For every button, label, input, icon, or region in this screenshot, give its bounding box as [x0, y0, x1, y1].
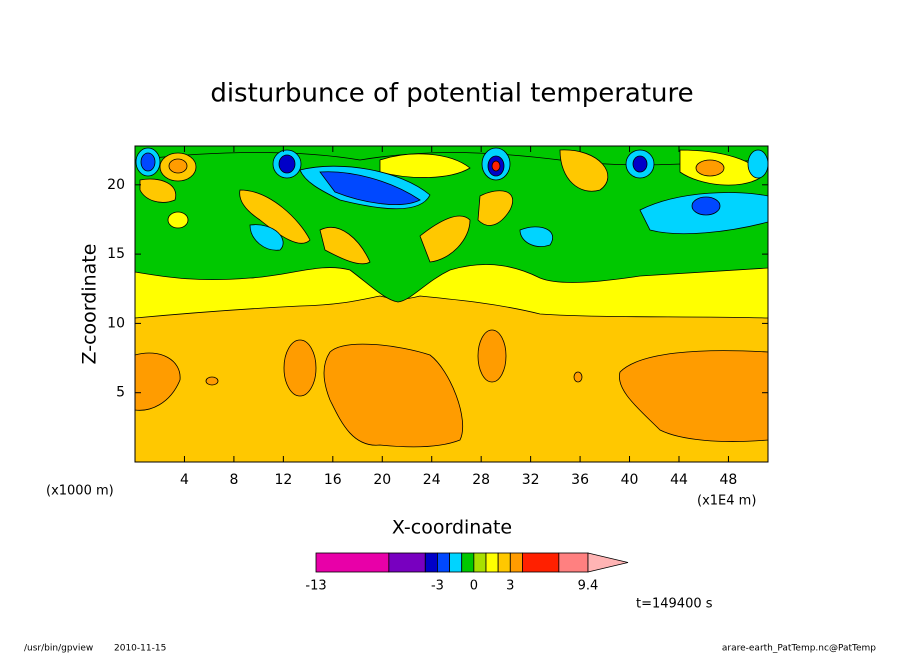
x-tick-label: 16	[324, 472, 342, 488]
chart-title: disturbunce of potential temperature	[210, 79, 693, 109]
footer-program: /usr/bin/gpview	[24, 644, 93, 654]
y-axis-label: Z-coordinate	[79, 244, 101, 365]
colorbar-segment	[315, 552, 390, 573]
y-tick-label: 10	[107, 315, 125, 331]
x-tick-label: 4	[180, 472, 189, 488]
footer-file: arare-earth_PatTemp.nc@PatTemp	[722, 644, 876, 654]
time-label: t=149400 s	[636, 597, 713, 612]
x-axis-label: X-coordinate	[392, 517, 512, 539]
colorbar-segment	[424, 552, 438, 573]
x-tick-label: 20	[373, 472, 391, 488]
y-tick-label: 15	[107, 246, 125, 262]
x-tick-label: 36	[571, 472, 589, 488]
x-tick-label: 12	[274, 472, 292, 488]
colorbar-tick-label: 0	[470, 579, 478, 594]
colorbar-extension	[587, 552, 629, 573]
footer-date: 2010-11-15	[114, 644, 166, 654]
colorbar-segment	[449, 552, 463, 573]
x-tick-label: 24	[423, 472, 441, 488]
colorbar-segment	[461, 552, 475, 573]
colorbar-segment	[558, 552, 589, 573]
x-tick-label: 40	[621, 472, 639, 488]
y-tick-label: 20	[107, 177, 125, 193]
colorbar-segment	[437, 552, 450, 573]
colorbar-segment	[473, 552, 487, 573]
colorbar-tick-label: -13	[305, 579, 326, 594]
x-tick-label: 8	[229, 472, 238, 488]
x-tick-label: 44	[670, 472, 688, 488]
colorbar-segment	[522, 552, 560, 573]
contour-field	[135, 146, 768, 462]
colorbar-tick-label: -3	[431, 579, 444, 594]
colorbar-segment	[485, 552, 499, 573]
colorbar-tick-label: 9.4	[578, 579, 599, 594]
x-unit-right: (x1E4 m)	[697, 494, 756, 509]
plot-frame	[134, 145, 769, 463]
x-tick-label: 48	[720, 472, 738, 488]
colorbar-segment	[509, 552, 523, 573]
colorbar-segment	[497, 552, 511, 573]
y-tick-label: 5	[116, 385, 125, 401]
x-tick-label: 28	[472, 472, 490, 488]
colorbar-tick-label: 3	[506, 579, 514, 594]
x-unit-left: (x1000 m)	[46, 484, 114, 499]
colorbar-segment	[388, 552, 426, 573]
x-tick-label: 32	[522, 472, 540, 488]
